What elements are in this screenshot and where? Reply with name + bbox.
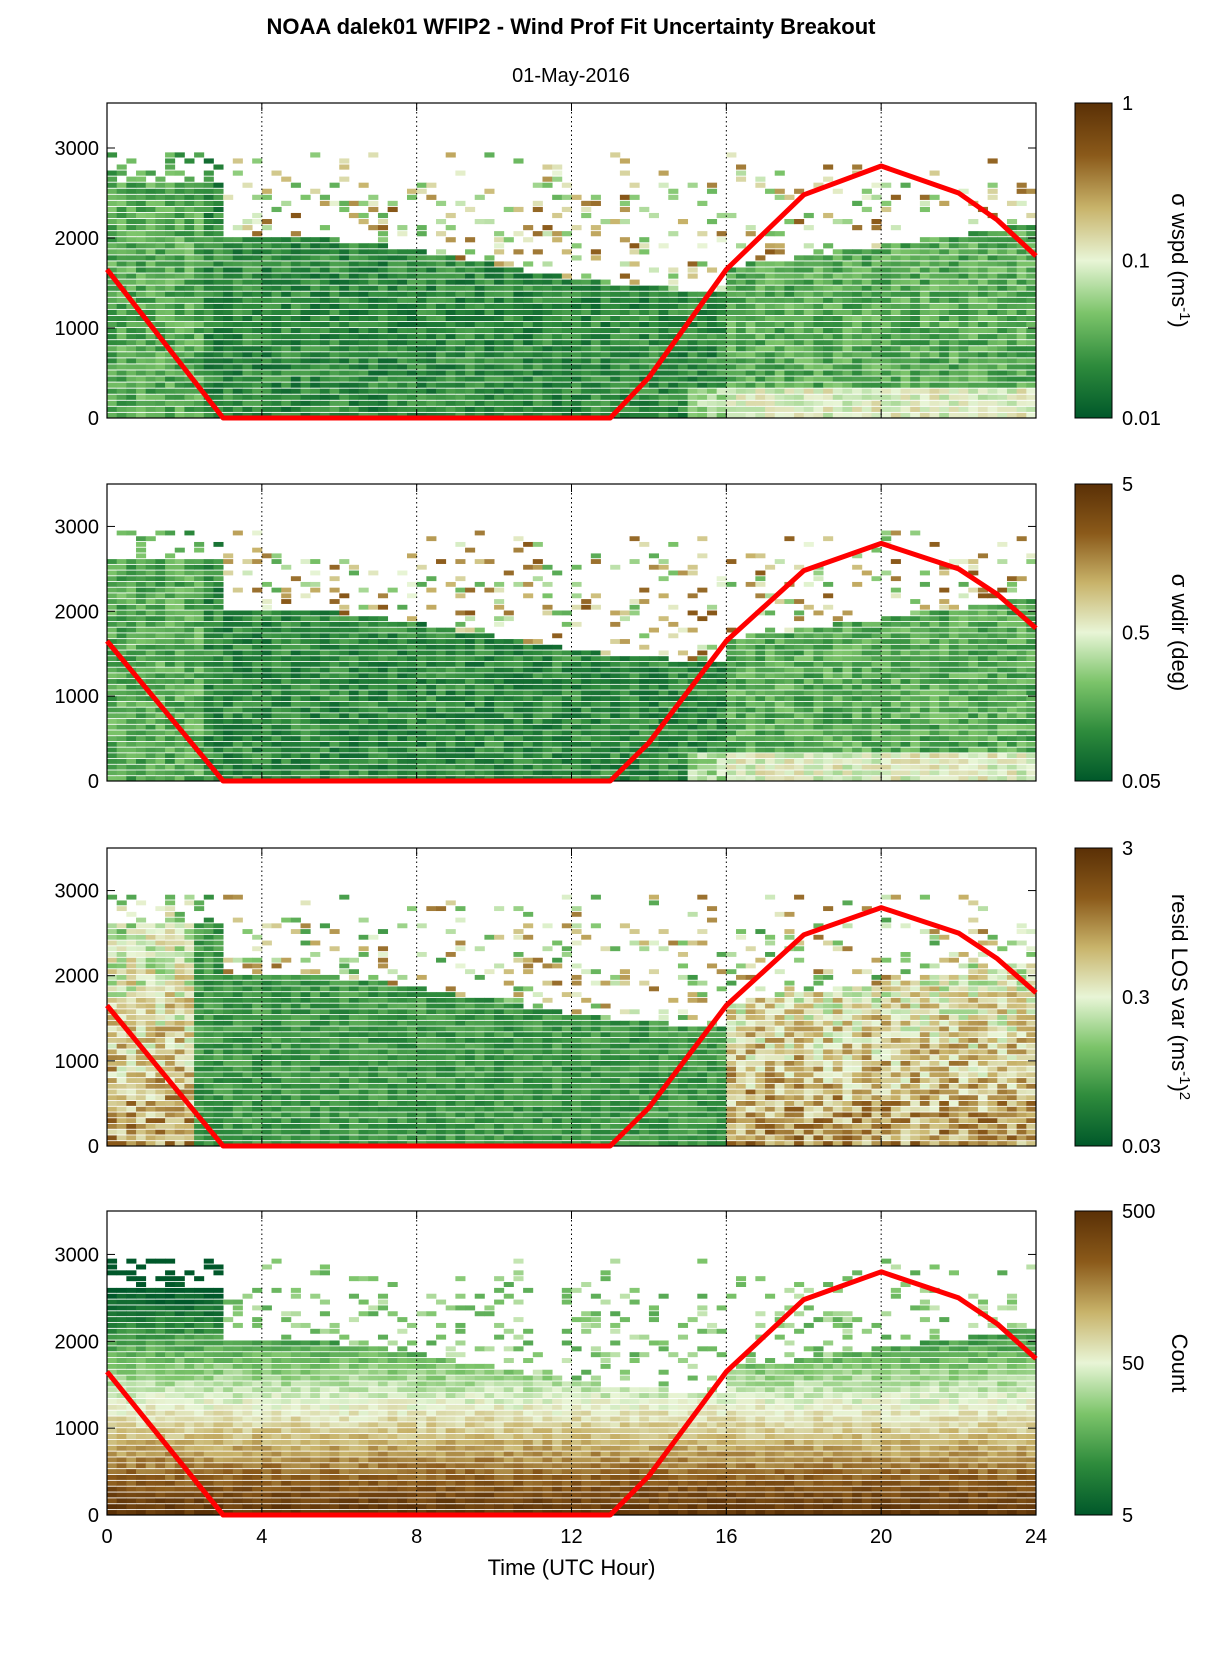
figure-subtitle: 01-May-2016	[512, 65, 630, 87]
x-tick-label: 12	[560, 1526, 582, 1548]
y-tick-label: 2000	[55, 1331, 100, 1353]
x-tick-label: 20	[870, 1526, 892, 1548]
colorbar-tick-label: 0.1	[1122, 251, 1150, 273]
colorbar	[1074, 1210, 1113, 1516]
series-line	[105, 1269, 1038, 1518]
y-tick-label: 2000	[55, 966, 100, 988]
colorbar-tick-label: 50	[1122, 1353, 1144, 1375]
y-tick-label: 0	[88, 1505, 99, 1527]
heatmap-field	[107, 530, 1037, 781]
x-tick-label: 0	[101, 1526, 112, 1548]
y-tick-label: 3000	[55, 138, 100, 160]
colorbar-label: resid LOS var (ms-1)2	[1167, 894, 1194, 1100]
colorbar-tick-label: 0.5	[1122, 623, 1150, 645]
colorbar-tick-label: 3	[1122, 838, 1133, 860]
colorbar	[1074, 102, 1113, 419]
colorbar-tick-label: 0.03	[1122, 1136, 1161, 1158]
y-tick-label: 1000	[55, 686, 100, 708]
heatmap-field	[107, 894, 1037, 1146]
series-line	[105, 905, 1038, 1149]
y-tick-label: 2000	[55, 601, 100, 623]
colorbar-label: Count	[1167, 1334, 1192, 1393]
series-line	[105, 163, 1038, 421]
colorbar	[1074, 847, 1113, 1147]
colorbar	[1074, 483, 1113, 782]
colorbar-tick-label: 0.3	[1122, 987, 1150, 1009]
y-tick-label: 3000	[55, 881, 100, 903]
heatmap-field	[107, 152, 1037, 418]
series-line	[105, 540, 1038, 784]
colorbar-tick-label: 500	[1122, 1201, 1155, 1223]
chart-panel-4: 0 1000 2000 3000 0 4 8 12 16 20 24 Time (UTC Hour) 5…	[55, 1201, 1193, 1580]
y-tick-label: 0	[88, 408, 99, 430]
heatmap-field	[107, 1258, 1037, 1515]
colorbar-tick-label: 1	[1122, 93, 1133, 115]
y-tick-label: 0	[88, 1136, 99, 1158]
x-tick-label: 24	[1025, 1526, 1047, 1548]
y-tick-label: 1000	[55, 1418, 100, 1440]
x-tick-label: 8	[411, 1526, 422, 1548]
colorbar-tick-label: 0.01	[1122, 408, 1161, 430]
figure-title: NOAA dalek01 WFIP2 - Wind Prof Fit Uncer…	[267, 14, 877, 39]
y-tick-label: 3000	[55, 1244, 100, 1266]
x-axis-label: Time (UTC Hour)	[488, 1555, 656, 1580]
y-tick-label: 1000	[55, 1051, 100, 1073]
x-tick-label: 16	[715, 1526, 737, 1548]
colorbar-label: σ wdir (deg)	[1167, 574, 1192, 692]
x-tick-label: 4	[256, 1526, 267, 1548]
colorbar-label: σ wspd (ms-1)	[1167, 193, 1194, 328]
y-tick-label: 1000	[55, 318, 100, 340]
y-tick-label: 3000	[55, 516, 100, 538]
chart-panel-1: 0 1000 2000 3000 1 0.1 0.01 σ wspd (ms-1)	[55, 93, 1194, 430]
colorbar-tick-label: 5	[1122, 1505, 1133, 1527]
colorbar-tick-label: 5	[1122, 474, 1133, 496]
chart-panel-2: 0 1000 2000 3000 5 0.5 0.05 σ wdir (deg)	[55, 474, 1193, 793]
y-tick-label: 0	[88, 771, 99, 793]
chart-panel-3: 0 1000 2000 3000 3 0.3 0.03 resid LOS var (ms-1…	[55, 838, 1194, 1158]
colorbar-tick-label: 0.05	[1122, 771, 1161, 793]
y-tick-label: 2000	[55, 228, 100, 250]
